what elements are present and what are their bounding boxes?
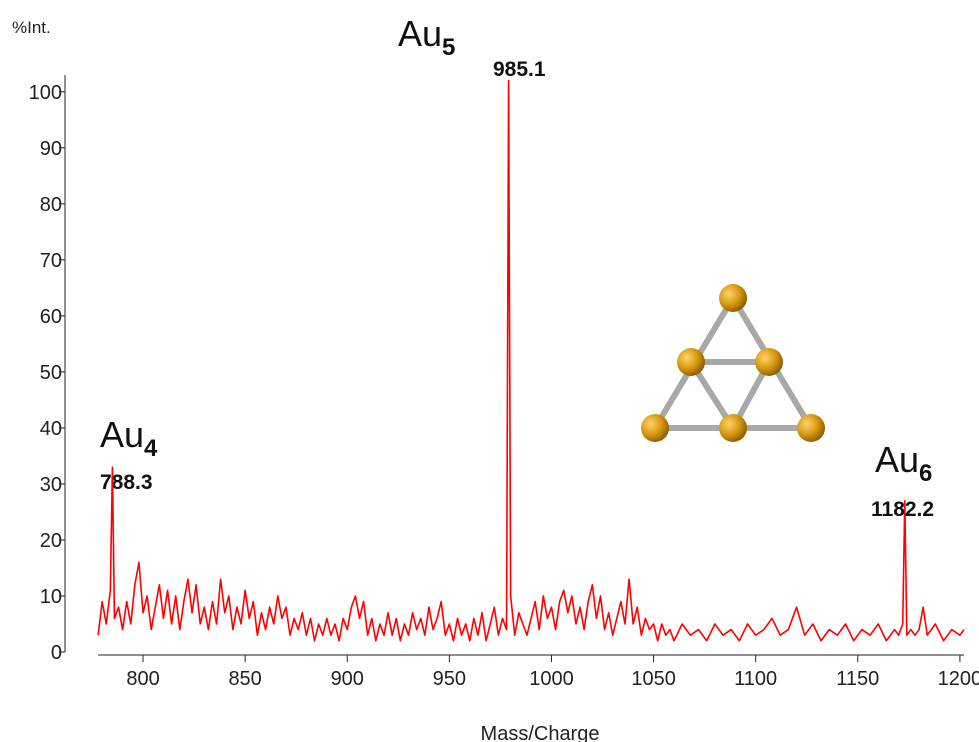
atom bbox=[641, 414, 669, 442]
annotation-text: Au bbox=[875, 439, 919, 480]
y-axis-label: %Int. bbox=[12, 18, 51, 37]
annotation: Au6 bbox=[875, 439, 932, 487]
chart: %Int. Mass/Charge Au4 788.3 Au5 985.1 Au… bbox=[0, 0, 979, 742]
x-axis-label: Mass/Charge bbox=[481, 723, 600, 742]
annotation-subscript: 4 bbox=[144, 435, 158, 462]
spectrum-line bbox=[98, 81, 964, 641]
x-tick-label: 1000 bbox=[529, 668, 574, 690]
annotation-text: Au bbox=[398, 13, 442, 54]
atom bbox=[797, 414, 825, 442]
y-tick-label: 20 bbox=[40, 530, 62, 552]
y-tick-label: 60 bbox=[40, 306, 62, 328]
peak-label: 985.1 bbox=[493, 58, 546, 81]
y-tick-label: 10 bbox=[40, 586, 62, 608]
y-tick-label: 0 bbox=[51, 642, 62, 664]
annotation-text: Au bbox=[100, 414, 144, 455]
y-tick-label: 50 bbox=[40, 362, 62, 384]
x-tick-label: 1150 bbox=[836, 668, 879, 690]
annotation-subscript: 5 bbox=[442, 34, 455, 61]
peak-label: 788.3 bbox=[100, 471, 153, 494]
y-tick-label: 90 bbox=[40, 138, 62, 160]
x-tick-label: 900 bbox=[331, 668, 364, 690]
x-tick-label: 950 bbox=[433, 668, 466, 690]
atom bbox=[677, 348, 705, 376]
cluster-structure bbox=[641, 284, 825, 442]
x-tick-label: 800 bbox=[126, 668, 159, 690]
y-tick-label: 100 bbox=[29, 82, 62, 104]
atom bbox=[719, 284, 747, 312]
y-tick-label: 40 bbox=[40, 418, 62, 440]
x-tick-label: 1050 bbox=[631, 668, 676, 690]
x-tick-label: 1200 bbox=[938, 668, 979, 690]
atom bbox=[755, 348, 783, 376]
y-tick-label: 30 bbox=[40, 474, 62, 496]
x-tick-label: 1100 bbox=[734, 668, 777, 690]
x-tick-label: 850 bbox=[228, 668, 261, 690]
y-tick-label: 70 bbox=[40, 250, 62, 272]
annotation: Au5 bbox=[398, 13, 455, 61]
annotation: Au4 bbox=[100, 414, 158, 462]
annotation-subscript: 6 bbox=[919, 460, 932, 487]
peak-label: 1182.2 bbox=[871, 498, 934, 521]
y-tick-label: 80 bbox=[40, 194, 62, 216]
atom bbox=[719, 414, 747, 442]
